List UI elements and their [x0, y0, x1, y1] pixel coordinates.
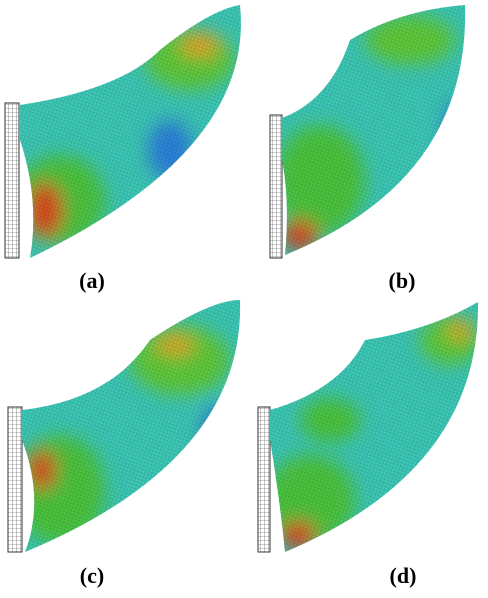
contour-plot: [0, 295, 260, 560]
panel-d: (d): [255, 295, 485, 588]
panel-label: (a): [79, 268, 105, 293]
contour-plot: [270, 0, 480, 260]
panel-a: (a): [0, 0, 260, 293]
support-bar: [5, 103, 19, 258]
panel-label: (c): [80, 563, 104, 588]
contour-plot: [0, 0, 260, 260]
support-bar: [8, 407, 22, 552]
support-bar: [270, 115, 282, 258]
figure: (a) (b) (c): [0, 0, 488, 598]
panel-label: (b): [389, 268, 416, 293]
contour-plot: [255, 295, 485, 560]
panel-b: (b): [270, 0, 480, 293]
panel-label: (d): [390, 563, 417, 588]
panel-c: (c): [0, 295, 260, 588]
support-bar: [258, 407, 270, 552]
